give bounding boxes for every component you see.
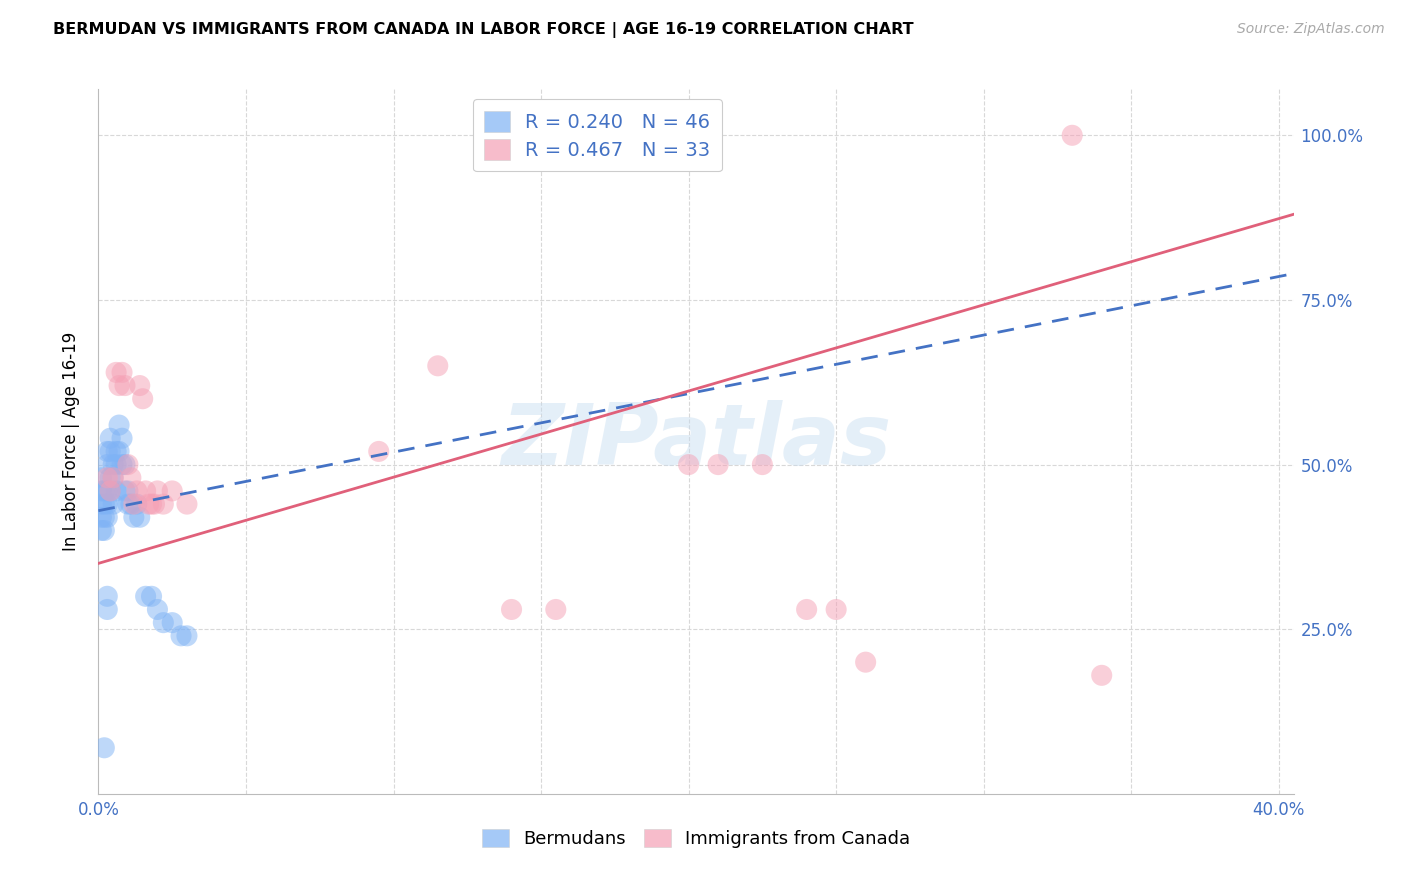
Point xyxy=(105,483,128,498)
Point xyxy=(101,497,124,511)
Point xyxy=(98,431,121,445)
Point xyxy=(108,444,131,458)
Point xyxy=(101,471,124,485)
Point xyxy=(101,458,124,472)
Point xyxy=(141,497,163,511)
Point xyxy=(1062,128,1084,143)
Point xyxy=(138,497,160,511)
Point xyxy=(131,392,153,406)
Point xyxy=(93,497,115,511)
Point xyxy=(135,483,157,498)
Point xyxy=(108,418,131,433)
Point xyxy=(128,510,150,524)
Point xyxy=(96,590,118,604)
Point xyxy=(111,431,134,445)
Point xyxy=(501,602,523,616)
Point xyxy=(146,602,169,616)
Text: ZIPatlas: ZIPatlas xyxy=(501,400,891,483)
Point xyxy=(96,510,118,524)
Point xyxy=(117,497,139,511)
Point xyxy=(93,524,115,538)
Point xyxy=(96,471,118,485)
Point xyxy=(176,629,198,643)
Point xyxy=(96,483,118,498)
Point xyxy=(120,471,142,485)
Point xyxy=(90,471,112,485)
Point xyxy=(105,444,128,458)
Point xyxy=(160,615,183,630)
Point xyxy=(105,458,128,472)
Point xyxy=(114,458,136,472)
Point xyxy=(98,483,121,498)
Point xyxy=(96,497,118,511)
Point xyxy=(98,483,121,498)
Point xyxy=(90,510,112,524)
Point xyxy=(125,497,148,511)
Point xyxy=(98,444,121,458)
Point xyxy=(122,497,145,511)
Point xyxy=(105,365,128,379)
Point xyxy=(825,602,848,616)
Point xyxy=(367,444,389,458)
Point xyxy=(120,497,142,511)
Point xyxy=(90,483,112,498)
Point xyxy=(152,497,174,511)
Legend: Bermudans, Immigrants from Canada: Bermudans, Immigrants from Canada xyxy=(474,822,918,855)
Point xyxy=(93,483,115,498)
Point xyxy=(128,378,150,392)
Point xyxy=(678,458,700,472)
Point xyxy=(855,655,877,669)
Text: BERMUDAN VS IMMIGRANTS FROM CANADA IN LABOR FORCE | AGE 16-19 CORRELATION CHART: BERMUDAN VS IMMIGRANTS FROM CANADA IN LA… xyxy=(53,22,914,38)
Point xyxy=(96,444,118,458)
Point xyxy=(117,458,139,472)
Point xyxy=(707,458,730,472)
Point xyxy=(122,510,145,524)
Point xyxy=(111,365,134,379)
Y-axis label: In Labor Force | Age 16-19: In Labor Force | Age 16-19 xyxy=(62,332,80,551)
Point xyxy=(114,483,136,498)
Point xyxy=(1091,668,1114,682)
Point xyxy=(96,458,118,472)
Point xyxy=(90,524,112,538)
Point xyxy=(796,602,818,616)
Point xyxy=(135,590,157,604)
Point xyxy=(111,458,134,472)
Point xyxy=(125,483,148,498)
Point xyxy=(93,510,115,524)
Point xyxy=(98,471,121,485)
Point xyxy=(90,497,112,511)
Point xyxy=(152,615,174,630)
Point xyxy=(141,590,163,604)
Point xyxy=(426,359,449,373)
Point xyxy=(143,497,166,511)
Point xyxy=(751,458,773,472)
Point xyxy=(101,471,124,485)
Text: Source: ZipAtlas.com: Source: ZipAtlas.com xyxy=(1237,22,1385,37)
Point xyxy=(93,740,115,755)
Point xyxy=(160,483,183,498)
Point xyxy=(108,378,131,392)
Point xyxy=(117,483,139,498)
Point xyxy=(544,602,567,616)
Point xyxy=(146,483,169,498)
Point xyxy=(170,629,193,643)
Point xyxy=(96,602,118,616)
Point xyxy=(114,378,136,392)
Point xyxy=(176,497,198,511)
